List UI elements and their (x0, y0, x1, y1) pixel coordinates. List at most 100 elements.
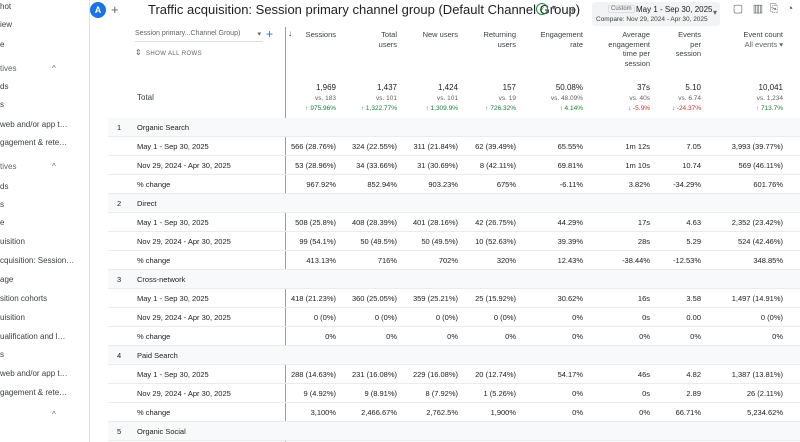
table-row: Nov 29, 2024 - Apr 30, 2025 9 (4.92%) 9 (8… (108, 384, 800, 403)
sidebar-item[interactable]: s (0, 350, 4, 359)
sidebar-item[interactable]: uisition (0, 237, 25, 246)
table-row: % change 413.13% 716% 702% 320% 12.43% -38.44%… (108, 251, 800, 270)
channel-name[interactable]: Organic Social (137, 427, 186, 436)
table-cell: 12.43% (557, 256, 583, 265)
total-compare-value: vs. 40s (629, 95, 650, 102)
compare-columns-icon[interactable]: ▥ (752, 3, 764, 15)
table-group-row[interactable]: 2 Direct (108, 194, 800, 213)
table-cell: 46s (637, 370, 650, 379)
check-circle-icon[interactable]: ✓ (536, 3, 548, 15)
table-cell: 0 (0%) (374, 313, 397, 322)
sidebar-item[interactable]: web and/or app t… (0, 120, 68, 129)
chevron-up-icon[interactable]: ^ (52, 64, 56, 73)
chevron-down-icon[interactable]: ▾ (552, 3, 557, 12)
channel-name[interactable]: Paid Search (137, 351, 178, 360)
sidebar-item[interactable]: gagement & rete… (0, 388, 68, 397)
sidebar-item[interactable]: uisition (0, 313, 25, 322)
dimension-selector[interactable]: Session primary...Channel Group) ▾ (135, 30, 263, 42)
sidebar-item[interactable]: s (0, 100, 4, 109)
total-value: 50.08% (555, 83, 583, 92)
sidebar-item[interactable]: e (0, 40, 5, 49)
metric-header[interactable]: session (624, 58, 650, 68)
table-cell: 9 (8.91%) (364, 389, 397, 398)
sidebar-item[interactable]: hot (0, 2, 12, 11)
table-cell: 0% (572, 313, 583, 322)
metric-header[interactable]: per (690, 39, 701, 49)
table-group-row[interactable]: 5 Organic Social (108, 422, 800, 441)
sidebar-item[interactable]: ualification and l… (0, 332, 66, 341)
table-cell: 50 (49.5%) (360, 237, 397, 246)
sidebar-item[interactable]: tives (0, 64, 17, 73)
table-cell: 967.92% (306, 180, 336, 189)
table-cell: 0% (572, 389, 583, 398)
sidebar-item[interactable]: gagement & rete… (0, 138, 68, 147)
metric-header[interactable]: users (497, 39, 516, 49)
metric-header[interactable]: All events ▾ (744, 39, 783, 49)
sidebar-item[interactable]: web and/or app t… (0, 369, 68, 378)
sidebar-item[interactable]: sition cohorts (0, 294, 48, 303)
edit-report-icon[interactable]: ▢ (732, 3, 744, 15)
table-cell: 30.62% (557, 294, 583, 303)
channel-name[interactable]: Direct (137, 199, 157, 208)
total-compare-value: vs. 19 (498, 95, 516, 102)
total-compare-value: vs. 48.09% (550, 95, 583, 102)
channel-name[interactable]: Organic Search (137, 123, 190, 132)
sidebar-item[interactable]: tives (0, 162, 17, 171)
insights-icon[interactable]: ◔ (786, 3, 794, 15)
sidebar-item[interactable]: age (0, 275, 14, 284)
table-cell: 418 (21.23%) (290, 294, 336, 303)
sidebar-item[interactable]: ds (0, 82, 9, 91)
row-label: % change (137, 332, 171, 341)
add-comparison-icon[interactable]: + (111, 2, 119, 17)
table-cell: 675% (496, 180, 516, 189)
share-icon[interactable]: ⎘ (769, 3, 779, 15)
metric-header[interactable]: New users (422, 30, 458, 39)
sidebar-item[interactable]: e (0, 218, 5, 227)
column-divider (285, 27, 286, 442)
add-icon[interactable]: + (569, 2, 577, 17)
sidebar-item[interactable]: cquisition: Session… (0, 256, 75, 265)
table-cell: 54.17% (557, 370, 583, 379)
date-range-picker[interactable]: Custom May 1 - Sep 30, 2025 Compare: Nov… (592, 2, 720, 26)
chevron-up-icon[interactable]: ^ (52, 162, 56, 171)
metric-header[interactable]: Average (622, 30, 650, 39)
compare-range-label: Compare: Nov 29, 2024 - Apr 30, 2025 (596, 16, 708, 23)
sort-descending-icon[interactable]: ↓ (288, 29, 292, 38)
metric-header[interactable]: Returning (483, 30, 516, 39)
metric-header[interactable]: Total (381, 30, 397, 39)
table-cell: 0% (639, 332, 650, 341)
sidebar-item[interactable]: s (0, 200, 4, 209)
metric-header[interactable]: Engagement (540, 30, 583, 39)
avatar[interactable]: A (90, 2, 106, 18)
table-group-row[interactable]: 4 Paid Search (108, 346, 800, 365)
page-title: Traffic acquisition: Session primary cha… (148, 2, 581, 17)
table-cell: 10.74 (682, 161, 701, 170)
metric-header[interactable]: engagement (608, 39, 650, 49)
metric-header[interactable]: Events (678, 30, 701, 39)
table-cell: 0% (325, 332, 336, 341)
chevron-up-icon[interactable]: ^ (52, 410, 56, 419)
sidebar-item[interactable]: ds (0, 182, 9, 191)
table-row: May 1 - Sep 30, 2025 418 (21.23%) 360 (25.… (108, 289, 800, 308)
table-cell: 26 (2.11%) (746, 389, 783, 398)
table-cell: 16s (637, 294, 650, 303)
show-all-rows-link[interactable]: SHOW ALL ROWS (146, 51, 202, 57)
table-cell: 413.13% (306, 256, 336, 265)
metric-header[interactable]: rate (570, 39, 583, 49)
metric-header[interactable]: Event count (743, 30, 783, 39)
table-group-row[interactable]: 3 Cross-network (108, 270, 800, 289)
table-group-row[interactable]: 1 Organic Search (108, 118, 800, 137)
metric-header[interactable]: users (378, 39, 397, 49)
table-cell: 0s (642, 313, 650, 322)
row-index: 2 (117, 199, 122, 208)
table-cell: 360 (25.05%) (351, 294, 397, 303)
row-label: Nov 29, 2024 - Apr 30, 2025 (137, 389, 231, 398)
metric-header[interactable]: session (675, 49, 701, 58)
channel-name[interactable]: Cross-network (137, 275, 186, 284)
total-value: 37s (637, 83, 650, 92)
sidebar-item[interactable]: iew (0, 20, 13, 29)
metric-header[interactable]: time per (622, 49, 650, 58)
metric-header[interactable]: Sessions (305, 30, 336, 39)
total-value: 10,041 (758, 83, 783, 92)
add-dimension-button[interactable]: + (266, 27, 274, 41)
